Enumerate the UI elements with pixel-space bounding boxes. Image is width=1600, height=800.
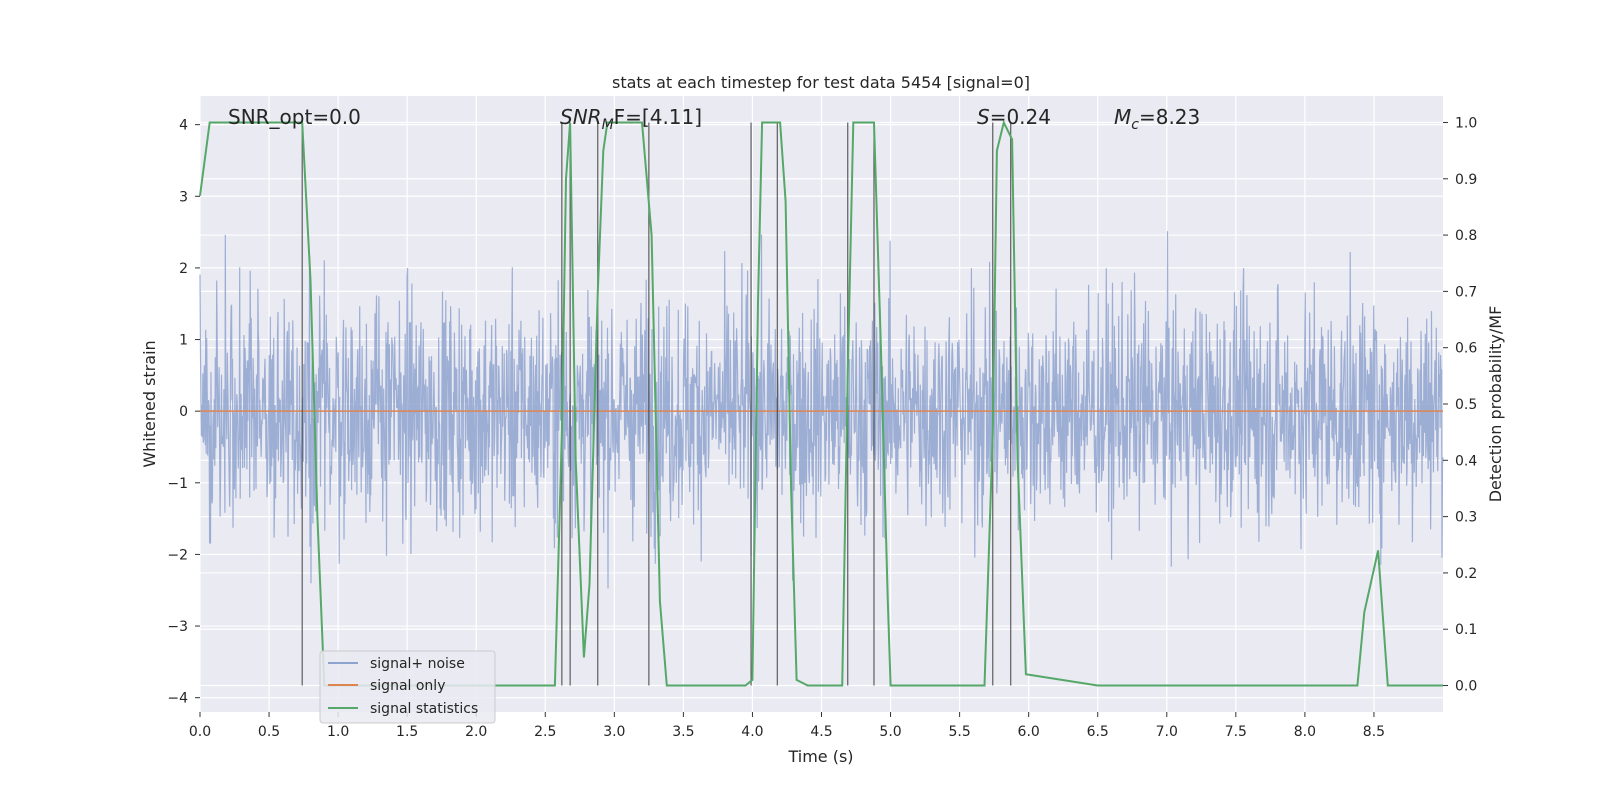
x-tick-label: 5.5 — [948, 724, 970, 740]
right-y-tick-label: 0.9 — [1455, 172, 1477, 188]
right-y-tick-label: 0.8 — [1455, 228, 1477, 244]
x-tick-labels: 0.0 0.5 1.0 1.5 2.0 2.5 3.0 3.5 4.0 4.5 5.0 5.5 6.0 6… — [189, 712, 1385, 740]
x-tick-label: 0.5 — [258, 724, 280, 740]
x-tick-label: 1.5 — [396, 724, 418, 740]
annotation-s-rest: =0.24 — [990, 105, 1051, 129]
series-line-signal-noise — [199, 231, 1444, 589]
annotation-snr-mf-rest: F=[4.11] — [614, 105, 702, 129]
right-y-tick-label: 0.4 — [1455, 453, 1477, 469]
annotation-snr-mf: SNRMF=[4.11] — [560, 105, 702, 133]
x-tick-label: 3.0 — [603, 724, 625, 740]
right-y-tick-label: 0.7 — [1455, 284, 1477, 300]
x-tick-label: 1.0 — [327, 724, 349, 740]
x-tick-label: 2.5 — [534, 724, 556, 740]
left-y-tick-label: −4 — [167, 691, 188, 707]
annotation-mc: Mc=8.23 — [1114, 105, 1200, 133]
right-y-tick-label: 0.6 — [1455, 341, 1477, 357]
legend-box — [319, 650, 496, 724]
annotation-snr-opt: SNR_opt=0.0 — [228, 105, 361, 129]
right-y-axis-label: Detection probability/MF — [1486, 306, 1505, 503]
legend-label-signal: signal only — [370, 678, 445, 694]
right-y-tick-label: 0.5 — [1455, 397, 1477, 413]
legend: signal+ noise signal only signal statist… — [319, 650, 496, 724]
right-y-tick-labels: 1.0 0.9 0.8 0.7 0.6 0.5 0.4 0.3 0.2 0.1 0.0 — [1443, 115, 1477, 695]
legend-label-noise: signal+ noise — [370, 656, 465, 672]
x-tick-label: 6.5 — [1087, 724, 1109, 740]
left-y-tick-label: 2 — [179, 261, 188, 277]
x-tick-label: 3.5 — [672, 724, 694, 740]
annotation-mc-sub: c — [1131, 117, 1139, 133]
right-y-tick-label: 0.0 — [1455, 679, 1477, 695]
left-y-tick-label: 4 — [179, 118, 188, 134]
x-tick-label: 7.0 — [1156, 724, 1178, 740]
x-tick-label: 5.0 — [879, 724, 901, 740]
left-y-tick-label: 3 — [179, 189, 188, 205]
annotation-mc-rest: =8.23 — [1139, 105, 1200, 129]
chart-title: stats at each timestep for test data 545… — [612, 73, 1030, 92]
right-y-tick-label: 1.0 — [1455, 115, 1477, 131]
right-y-tick-label: 0.1 — [1455, 622, 1477, 638]
left-y-tick-labels: 4 3 2 1 0 −1 −2 −3 −4 — [167, 118, 200, 707]
x-tick-label: 2.0 — [465, 724, 487, 740]
left-y-tick-label: 1 — [179, 333, 188, 349]
left-y-tick-label: −3 — [167, 619, 188, 635]
annotation-s-label: S — [977, 105, 990, 129]
x-axis-label: Time (s) — [787, 747, 853, 766]
left-y-tick-label: −1 — [167, 476, 188, 492]
x-tick-label: 8.0 — [1294, 724, 1316, 740]
right-y-tick-label: 0.3 — [1455, 510, 1477, 526]
x-tick-label: 8.5 — [1363, 724, 1385, 740]
annotation-snr-mf-sub: M — [602, 117, 614, 133]
left-y-axis-label: Whitened strain — [140, 340, 159, 467]
annotation-mc-label: M — [1114, 105, 1131, 129]
x-tick-label: 4.0 — [741, 724, 763, 740]
left-y-tick-label: −2 — [167, 547, 188, 563]
annotation-snr-mf-label: SNR — [560, 105, 602, 129]
x-tick-label: 6.0 — [1018, 724, 1040, 740]
right-y-tick-label: 0.2 — [1455, 566, 1477, 582]
annotation-s: S=0.24 — [977, 105, 1051, 129]
x-tick-label: 4.5 — [810, 724, 832, 740]
noise-series-layer — [199, 231, 1444, 589]
legend-label-statistics: signal statistics — [370, 701, 478, 717]
x-tick-label: 0.0 — [189, 724, 211, 740]
x-tick-label: 7.5 — [1225, 724, 1247, 740]
left-y-tick-label: 0 — [179, 404, 188, 420]
